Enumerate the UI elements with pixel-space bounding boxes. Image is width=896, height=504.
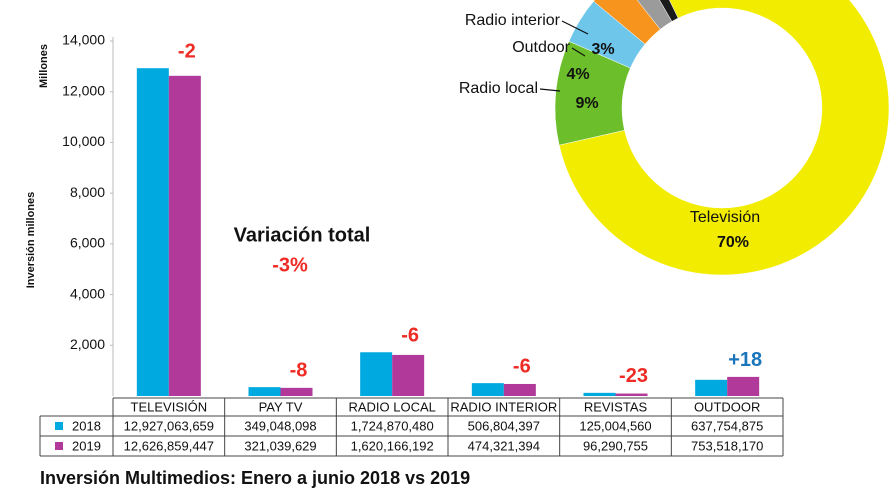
table-cell: 125,004,560 [579, 418, 651, 433]
slice-name: Radio local [459, 80, 538, 97]
bar [248, 387, 281, 396]
bar [136, 68, 169, 396]
bar [360, 352, 393, 396]
slice-value-label: 70% [717, 234, 749, 251]
slice-value-label: 4% [566, 66, 589, 83]
y-axis-label: Inversión millones [25, 192, 37, 289]
table-cell: 1,620,166,192 [351, 438, 434, 453]
y-tick-label: 12,000 [62, 82, 105, 98]
y-axis-unit: Millones [38, 44, 50, 88]
slice-value-label: 3% [591, 41, 614, 58]
table-cell: 349,048,098 [244, 418, 316, 433]
variation-label: -23 [619, 365, 648, 387]
table-cell: 637,754,875 [691, 418, 763, 433]
table-header: REVISTAS [584, 399, 648, 414]
slice-name: Radio interior [465, 12, 561, 29]
bar [695, 379, 728, 396]
table-header: OUTDOOR [694, 399, 760, 414]
chart-title: Inversión Multimedios: Enero a junio 201… [40, 468, 470, 488]
table-header: RADIO LOCAL [348, 399, 435, 414]
legend-marker [55, 442, 63, 450]
table-cell: 506,804,397 [468, 418, 540, 433]
variation-label: -2 [178, 40, 196, 62]
variation-label: -6 [513, 355, 531, 377]
table-cell: 474,321,394 [468, 438, 540, 453]
table-cell: 12,626,859,447 [124, 438, 214, 453]
y-tick-label: 6,000 [70, 235, 105, 251]
table-cell: 321,039,629 [244, 438, 316, 453]
bar [503, 383, 536, 396]
slice-name: Outdoor [512, 39, 570, 56]
y-tick-label: 4,000 [70, 285, 105, 301]
variation-label: -6 [401, 325, 419, 347]
table-header: RADIO INTERIOR [450, 399, 557, 414]
table-header: PAY TV [259, 399, 303, 414]
donut-slice [558, 0, 890, 276]
variation-label: +18 [728, 349, 762, 371]
variation-label: -8 [290, 359, 308, 381]
legend-label: 2018 [72, 418, 101, 433]
table-header: TELEVISIÓN [131, 399, 208, 414]
bar [168, 75, 201, 397]
y-tick-label: 10,000 [62, 133, 105, 149]
legend-label: 2019 [72, 438, 101, 453]
y-tick-label: 2,000 [70, 336, 105, 352]
bar [280, 387, 313, 396]
bar [727, 376, 760, 396]
annotation-title: Variación total [234, 224, 371, 246]
legend-marker [55, 422, 63, 430]
y-tick-label: 8,000 [70, 184, 105, 200]
bar [615, 393, 648, 396]
table-cell: 753,518,170 [691, 438, 763, 453]
donut-slice [659, 0, 679, 22]
table-cell: 96,290,755 [583, 438, 648, 453]
bar [471, 383, 504, 396]
leader-line [539, 88, 561, 92]
slice-value-label: 9% [575, 95, 598, 112]
bar [392, 354, 425, 396]
annotation-value: -3% [272, 254, 308, 276]
table-cell: 1,724,870,480 [351, 418, 434, 433]
y-tick-label: 14,000 [62, 32, 105, 48]
table-cell: 12,927,063,659 [124, 418, 214, 433]
slice-name: Televisión [690, 209, 760, 226]
bar [583, 392, 616, 396]
leader-line [571, 47, 586, 57]
leader-line [561, 20, 589, 35]
